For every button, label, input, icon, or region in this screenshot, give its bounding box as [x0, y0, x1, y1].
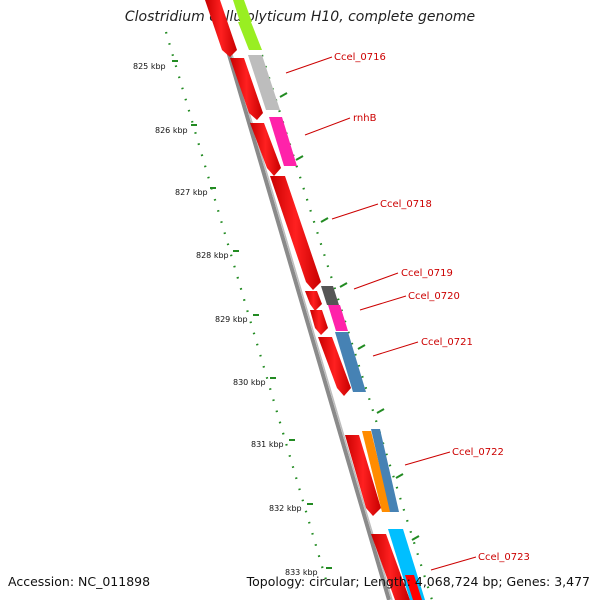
- gene-arrow-ccel-0721: [318, 337, 351, 396]
- cog-block-ccel-0723-red: [405, 575, 422, 600]
- cog-block-ccel-0722-orange: [362, 431, 391, 512]
- cog-block-rnhb: [269, 117, 297, 166]
- ruler-label: 827 kbp: [175, 188, 208, 197]
- ruler-label: 826 kbp: [155, 126, 188, 135]
- genome-backbone: [211, 0, 393, 600]
- ruler-label: 830 kbp: [233, 378, 266, 387]
- ruler-label: 828 kbp: [196, 251, 229, 260]
- gene-label-ccel-0720: Ccel_0720: [408, 291, 460, 302]
- ruler-label: 829 kbp: [215, 315, 248, 324]
- gene-label-ccel-0719: Ccel_0719: [401, 268, 453, 279]
- gene-arrow-ccel-0722: [345, 435, 381, 516]
- ruler-label: 825 kbp: [133, 62, 166, 71]
- label-leaders: [285, 56, 477, 571]
- cog-block-ccel-0722-blue: [371, 429, 399, 512]
- ruler-labels: 825 kbp 826 kbp 827 kbp 828 kbp 829 kbp …: [133, 62, 318, 577]
- cog-block-ccel-0720: [328, 305, 348, 331]
- gene-arrow-top: [205, 0, 237, 57]
- gene-label-ccel-0723: Ccel_0723: [478, 552, 530, 563]
- cog-block-ccel-0719: [321, 286, 339, 305]
- gene-label-rnhb: rnhB: [353, 113, 377, 124]
- gene-arrow-ccel-0718: [270, 176, 321, 290]
- cog-block-top-2: [233, 0, 252, 22]
- gene-labels: Ccel_0716 rnhB Ccel_0718 Ccel_0719 Ccel_…: [334, 52, 530, 563]
- gene-arrow-rnhb: [250, 123, 281, 176]
- outer-tick-track: [260, 54, 434, 600]
- ruler-ticks: [172, 60, 332, 569]
- gene-label-ccel-0721: Ccel_0721: [421, 337, 473, 348]
- gene-features: [205, 0, 425, 600]
- cog-block-top: [238, 22, 262, 50]
- ruler-label: 831 kbp: [251, 440, 284, 449]
- cog-block-ccel-0716: [248, 55, 280, 110]
- gene-arrow-ccel-0720: [310, 310, 328, 335]
- accession-text: Accession: NC_011898: [8, 574, 151, 589]
- gene-label-ccel-0718: Ccel_0718: [380, 199, 432, 210]
- gene-label-ccel-0722: Ccel_0722: [452, 447, 504, 458]
- gene-arrow-ccel-0719: [305, 291, 322, 311]
- scale-track: [164, 31, 328, 581]
- gene-arrow-ccel-0716: [230, 58, 263, 120]
- ruler-label: 832 kbp: [269, 504, 302, 513]
- outer-track-ticks: [279, 92, 420, 541]
- gene-label-ccel-0716: Ccel_0716: [334, 52, 386, 63]
- gene-arrow-ccel-0723: [371, 534, 410, 600]
- genome-summary-text: Topology: circular; Length: 4,068,724 bp…: [246, 574, 590, 589]
- ruler-label: 833 kbp: [285, 568, 318, 577]
- cog-block-ccel-0721: [335, 332, 366, 392]
